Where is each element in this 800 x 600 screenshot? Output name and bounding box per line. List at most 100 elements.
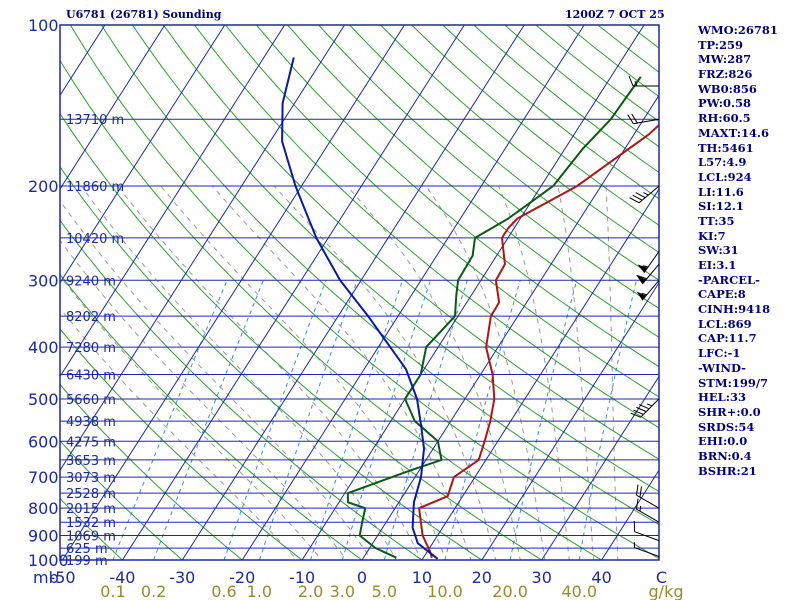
height-label: 4275 m bbox=[66, 435, 116, 450]
wind-barb bbox=[627, 113, 660, 125]
profiles bbox=[281, 57, 659, 560]
index-item: BRN:0.4 bbox=[698, 448, 752, 463]
moist-adiabats bbox=[60, 185, 619, 560]
isotherm bbox=[541, 375, 659, 560]
dry-adiabats bbox=[60, 25, 659, 560]
index-item: -PARCEL- bbox=[698, 272, 760, 287]
wind-barbs bbox=[627, 75, 660, 557]
index-item: EHI:0.0 bbox=[698, 434, 748, 449]
wind-barb bbox=[630, 398, 660, 418]
isotherms bbox=[60, 25, 800, 560]
index-item: RH:60.5 bbox=[698, 111, 751, 126]
wind-barb-flag bbox=[632, 194, 643, 201]
temperature-tick-label: 30 bbox=[532, 568, 552, 587]
wind-barb bbox=[633, 520, 660, 542]
moist-adiabat bbox=[346, 185, 521, 560]
index-item: L57:4.9 bbox=[698, 155, 747, 170]
dry-adiabat bbox=[60, 383, 243, 560]
mixing-ratio-label: 5.0 bbox=[372, 582, 397, 600]
dry-adiabat bbox=[348, 25, 659, 281]
plot-frame bbox=[59, 24, 660, 561]
index-item: PW:0.58 bbox=[698, 96, 752, 111]
moist-adiabat bbox=[60, 275, 323, 560]
wind-barb-flag bbox=[636, 406, 647, 413]
mixing-ratio-label: g/kg bbox=[649, 582, 684, 600]
dry-adiabat bbox=[628, 25, 659, 49]
isotherm bbox=[301, 25, 645, 560]
wind-barb-flag bbox=[630, 412, 641, 418]
isobars bbox=[60, 24, 659, 561]
wind-barb-flag bbox=[635, 484, 639, 496]
wind-barb-flag bbox=[633, 409, 644, 415]
dry-adiabat bbox=[441, 25, 659, 200]
moist-adiabat bbox=[212, 185, 472, 560]
moist-adiabat bbox=[60, 199, 373, 560]
dry-adiabat bbox=[472, 25, 659, 174]
wind-barb-staff bbox=[636, 508, 660, 523]
moist-adiabat bbox=[605, 186, 619, 560]
height-label: 2528 m bbox=[66, 487, 116, 502]
wind-barb bbox=[636, 263, 660, 285]
wind-barb-half-flag bbox=[643, 192, 649, 196]
height-label: 2015 m bbox=[66, 502, 116, 517]
moist-adiabat bbox=[117, 185, 422, 560]
index-item: SI:12.1 bbox=[698, 199, 744, 214]
mixing-ratio-label: 1.0 bbox=[247, 582, 272, 600]
temperature-tick-label: -30 bbox=[169, 568, 195, 587]
wind-barb-staff bbox=[636, 494, 660, 509]
isotherm bbox=[60, 25, 166, 190]
height-label: 7280 m bbox=[66, 341, 116, 356]
temperature-tick-label: -40 bbox=[109, 568, 135, 587]
pressure-tick-label: 300 bbox=[28, 271, 59, 290]
pressure-tick-label: 500 bbox=[28, 390, 59, 409]
temperature-tick-labels: -50 -40 -30 -20 -10 0 10 20 30 40 C bbox=[49, 568, 667, 587]
index-item: WMO:26781 bbox=[698, 23, 778, 37]
index-item: CAPE:8 bbox=[698, 287, 746, 302]
dry-adiabat bbox=[224, 25, 659, 398]
height-label: 1532 m bbox=[66, 516, 116, 531]
mixing-ratio-label: 0.2 bbox=[141, 582, 166, 600]
index-item: LI:11.6 bbox=[698, 184, 744, 199]
wind-barb-staff bbox=[638, 185, 660, 204]
moist-adiabat bbox=[60, 239, 348, 560]
wind-barb-flag bbox=[635, 498, 639, 510]
index-item: CINH:9418 bbox=[698, 302, 771, 317]
dry-adiabat bbox=[162, 25, 659, 460]
wind-barb-flag bbox=[629, 197, 640, 204]
grid-layer bbox=[60, 25, 800, 560]
wind-barb bbox=[637, 251, 660, 273]
height-label: 625 m bbox=[66, 542, 108, 557]
index-item: MW:287 bbox=[698, 52, 752, 67]
wind-barb bbox=[629, 185, 660, 204]
wind-barb-staff bbox=[634, 547, 660, 557]
mixing-ratio-line bbox=[153, 280, 264, 560]
parcel-profile-line bbox=[281, 57, 439, 560]
mixing-ratio-label: 3.0 bbox=[330, 582, 355, 600]
mixing-ratio-line bbox=[509, 280, 578, 560]
pressure-tick-label: 100 bbox=[28, 16, 59, 35]
indices-panel: WMO:26781 TP:259 MW:287 FRZ:826 WB0:856 PW:0.… bbox=[698, 23, 778, 478]
dry-adiabat bbox=[60, 440, 184, 560]
isotherm bbox=[181, 25, 525, 560]
pressure-tick-label: 700 bbox=[28, 468, 59, 487]
mixing-ratio-label: 10.0 bbox=[427, 582, 463, 600]
pressure-tick-labels: 100 200 300 400 500 600 700 800 900 1000 bbox=[28, 16, 69, 570]
index-item: FRZ:826 bbox=[698, 67, 753, 82]
isotherm bbox=[62, 25, 405, 560]
mixing-ratio-lines bbox=[112, 280, 637, 560]
index-item: SW:31 bbox=[698, 243, 739, 258]
index-item: LCL:924 bbox=[698, 169, 752, 184]
height-labels: 13710 m 11860 m 10420 m 9240 m 8202 m 7280 m 6… bbox=[66, 113, 124, 569]
mixing-ratio-line bbox=[383, 280, 468, 560]
mixing-ratio-labels: 0.1 0.2 0.6 1.0 2.0 3.0 5.0 10.0 20.0 40.0 g/kg bbox=[100, 582, 683, 600]
moist-adiabat bbox=[80, 185, 397, 560]
isotherm bbox=[662, 25, 800, 560]
index-item: HEL:33 bbox=[698, 390, 746, 405]
mixing-ratio-label: 0.1 bbox=[100, 582, 125, 600]
index-item: SRDS:54 bbox=[698, 419, 755, 434]
height-label: 3653 m bbox=[66, 454, 116, 469]
index-item: TT:35 bbox=[698, 213, 735, 228]
index-item: LCL:869 bbox=[698, 316, 752, 331]
dry-adiabat bbox=[60, 497, 124, 560]
